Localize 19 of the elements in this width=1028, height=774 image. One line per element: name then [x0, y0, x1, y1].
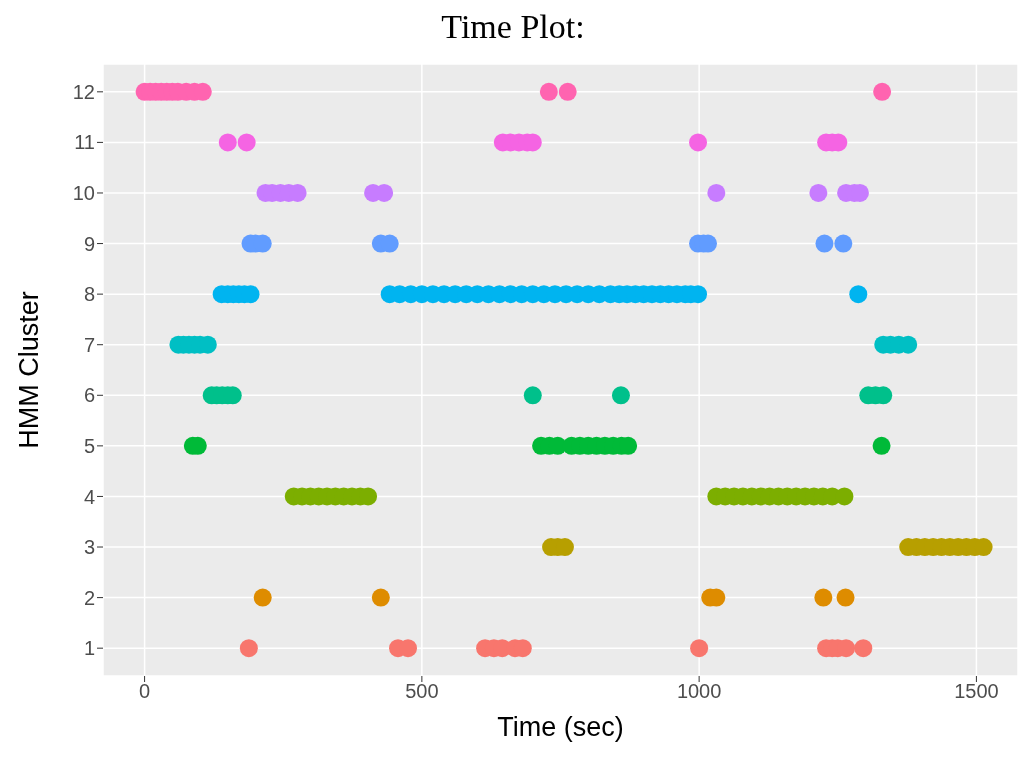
y-tick-label: 9	[83, 232, 95, 255]
y-tick-label: 7	[83, 333, 95, 356]
chart-title: Time Plot:	[440, 8, 586, 47]
y-tick-label: 12	[72, 80, 95, 103]
x-axis-title: Time (sec)	[497, 712, 624, 742]
x-tick-label: 1500	[954, 680, 999, 703]
y-tick-label: 1	[83, 637, 95, 660]
y-tick-label: 10	[72, 182, 95, 205]
x-tick-label: 0	[139, 680, 151, 703]
y-tick-label: 11	[74, 131, 95, 154]
y-axis-title: HMM Cluster	[13, 291, 44, 449]
y-tick-label: 6	[83, 384, 95, 407]
y-tick-label: 2	[83, 586, 95, 609]
y-tick-label: 4	[83, 485, 95, 508]
y-tick-label: 8	[83, 283, 95, 306]
y-tick-label: 5	[83, 434, 95, 457]
y-tick-label: 3	[83, 536, 95, 559]
x-tick-label: 500	[405, 680, 439, 703]
x-tick-label: 1000	[676, 680, 722, 703]
